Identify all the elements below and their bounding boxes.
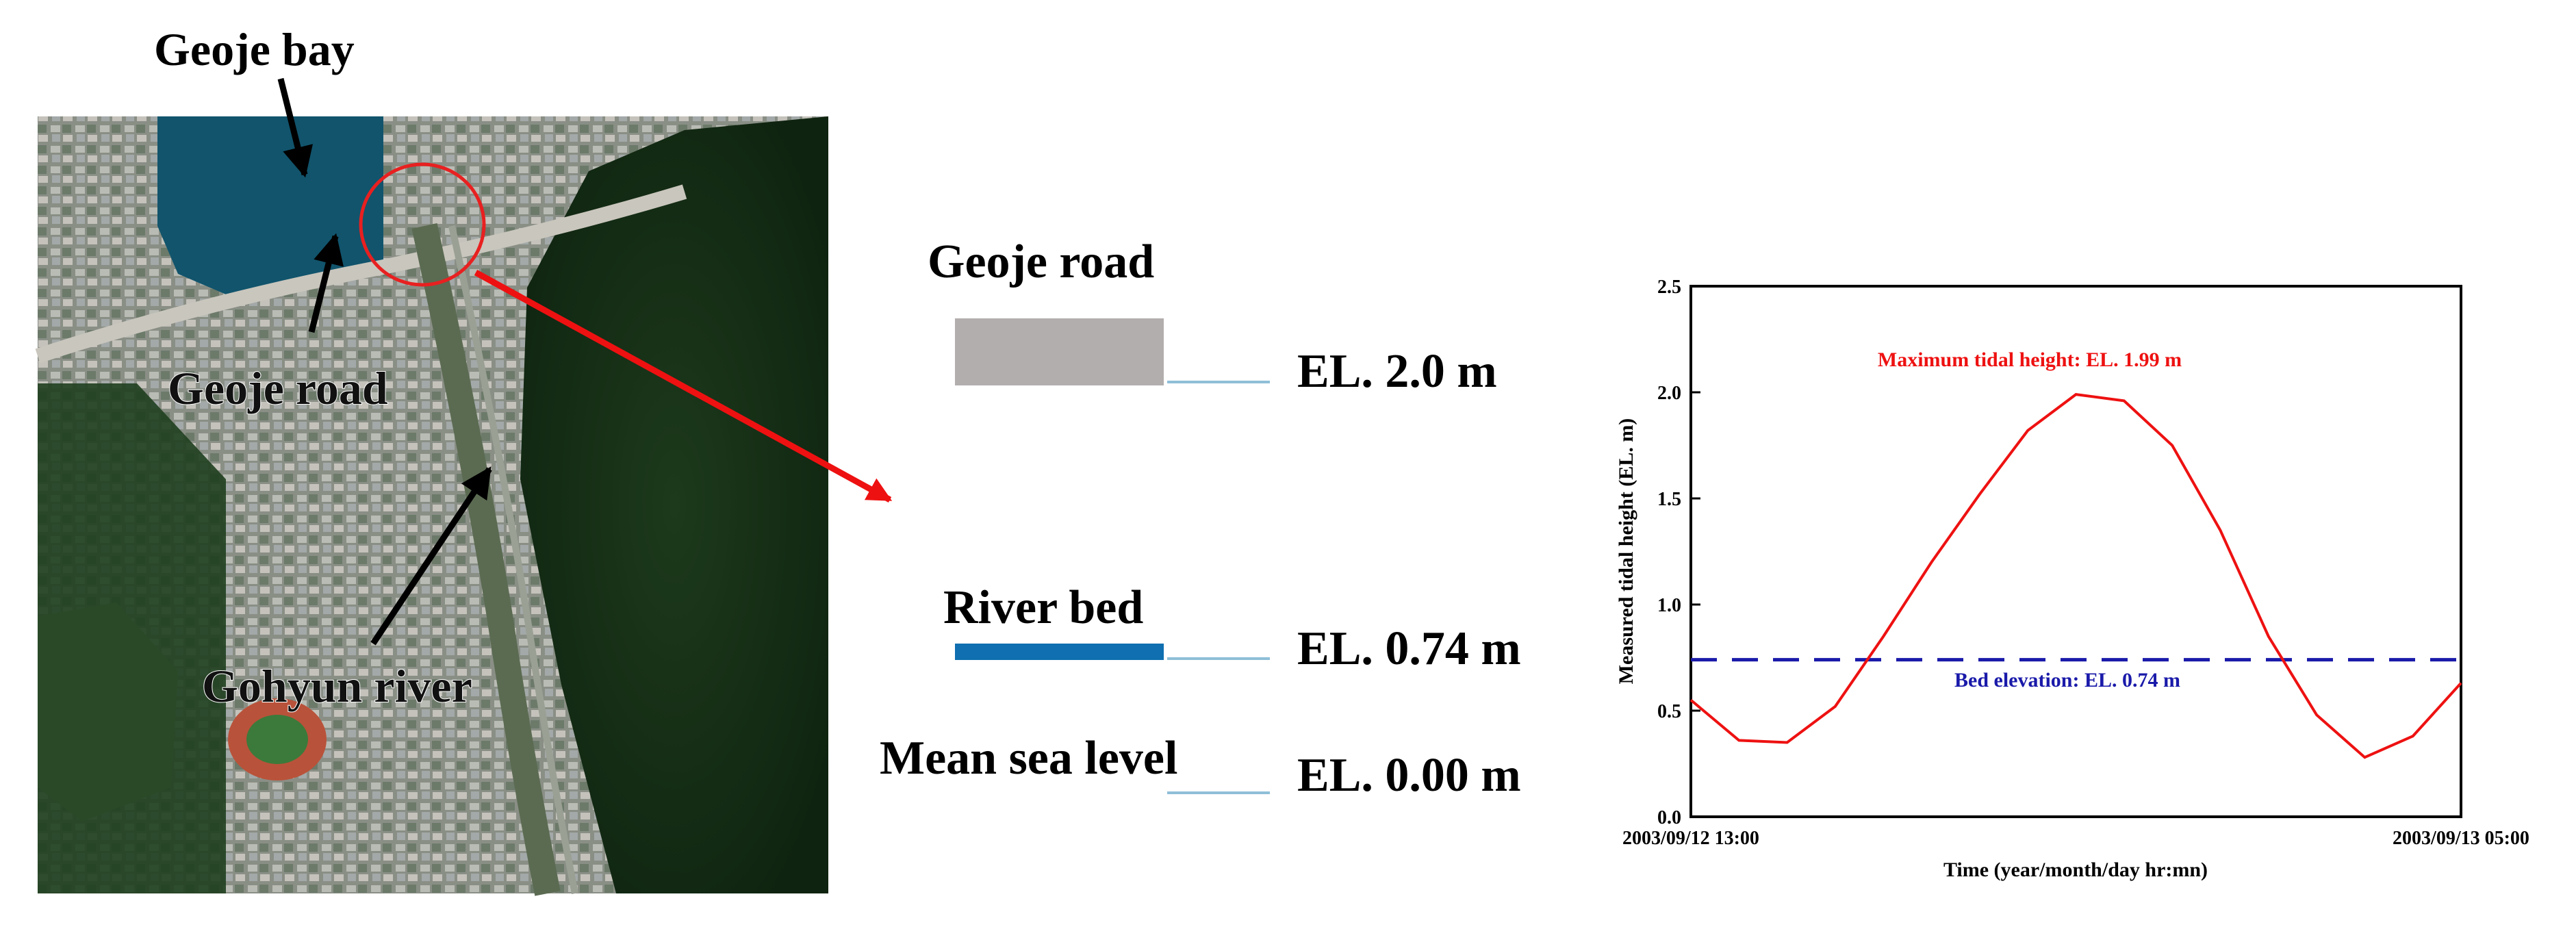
forest-west xyxy=(38,602,178,822)
map-label-bay: Geoje bay xyxy=(154,23,355,75)
geoje-road-strip xyxy=(35,184,687,364)
x-tick-label: 2003/09/13 05:00 xyxy=(2393,828,2529,849)
y-axis-ticks: 0.0 0.5 1.0 1.5 2.0 2.5 xyxy=(1657,277,1700,828)
bay-arrow xyxy=(277,77,314,178)
bed-level-block xyxy=(955,644,1164,660)
tidal-chart: 0.00.51.01.52.02.5 2003/09/12 13:00 2003/… xyxy=(1615,277,2529,881)
y-tick-label: 1.5 xyxy=(1657,489,1681,510)
map-label-river: Gohyun river xyxy=(202,660,472,712)
elevation-section: Geoje road EL. 2.0 m River bed EL. 0.74 … xyxy=(880,236,1521,802)
mountain-east xyxy=(520,116,828,893)
y-axis-title: Measured tidal height (EL. m) xyxy=(1615,418,1637,685)
highlight-circle xyxy=(359,162,486,287)
gohyun-river-channel xyxy=(411,223,561,896)
y-tick-label: 2.0 xyxy=(1657,383,1681,404)
annotation-bed-elevation: Bed elevation: EL. 0.74 m xyxy=(1954,669,2180,691)
section-label-bed: River bed xyxy=(943,581,1143,634)
y-tick-label: 1.0 xyxy=(1657,595,1681,616)
road-arrow xyxy=(308,233,344,333)
satellite-map: Geoje bay Geoje road Gohyun river xyxy=(35,23,893,896)
x-axis-title: Time (year/month/day hr:mn) xyxy=(1943,859,2208,881)
river-arrow xyxy=(370,466,492,646)
x-axis-ticks: 2003/09/12 13:00 2003/09/13 05:00 xyxy=(1622,828,2529,849)
tidal-height-series-line xyxy=(1689,393,2462,759)
section-label-msl: Mean sea level xyxy=(880,732,1177,785)
y-tick-label: 0.0 xyxy=(1657,807,1681,828)
x-tick-label: 2003/09/12 13:00 xyxy=(1622,828,1759,849)
section-pointer-arrow xyxy=(474,270,893,503)
road-level-block xyxy=(955,318,1164,385)
msl-elevation: EL. 0.00 m xyxy=(1297,749,1521,802)
map-label-road: Geoje road xyxy=(168,362,388,414)
section-label-road: Geoje road xyxy=(928,236,1154,288)
y-tick-label: 2.5 xyxy=(1657,277,1681,298)
annotation-max-tide: Maximum tidal height: EL. 1.99 m xyxy=(1878,348,2182,371)
bed-elevation: EL. 0.74 m xyxy=(1297,622,1521,675)
y-tick-label: 0.5 xyxy=(1657,701,1681,722)
stadium-field xyxy=(246,715,308,764)
road-elevation: EL. 2.0 m xyxy=(1297,345,1497,398)
river-side-road xyxy=(448,225,578,894)
